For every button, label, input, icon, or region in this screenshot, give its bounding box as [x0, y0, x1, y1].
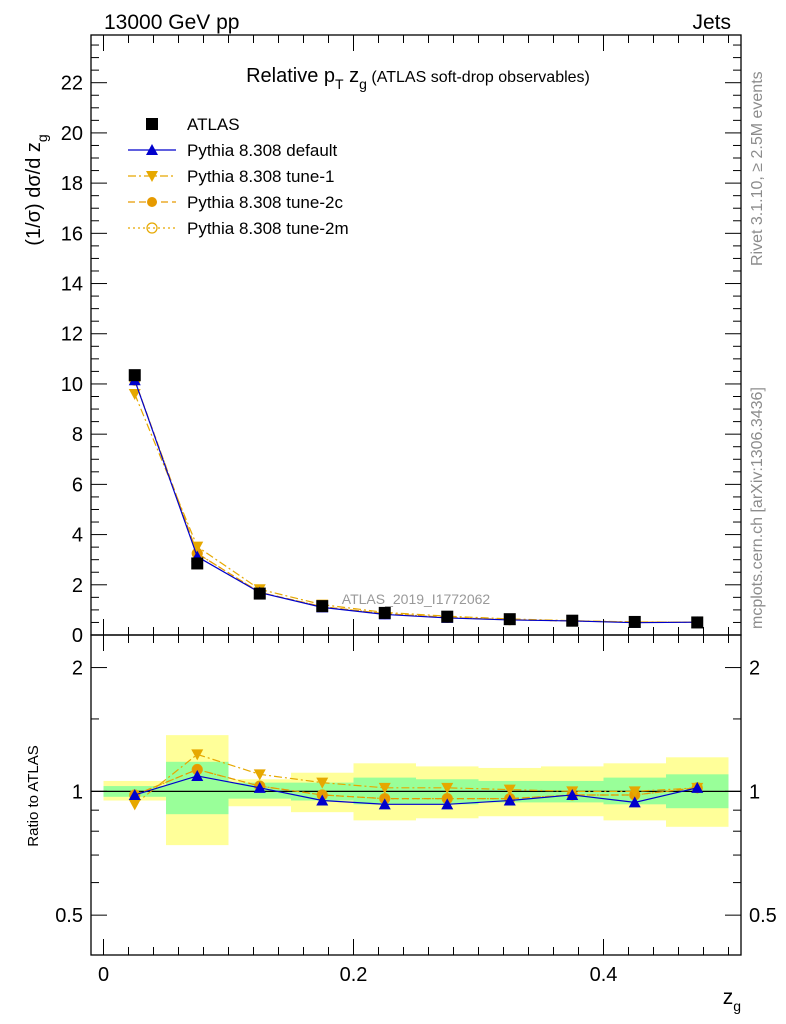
title-sub: T: [335, 76, 344, 92]
data-point: [691, 616, 704, 629]
legend-marker: [146, 118, 158, 130]
ratio-point: [253, 781, 266, 793]
ratio-point: [566, 788, 579, 800]
legend-marker: [146, 222, 158, 234]
series-line: [134, 379, 698, 623]
series-line: [134, 379, 698, 624]
data-point: [316, 600, 329, 613]
y-tick-label: 20: [61, 123, 83, 145]
y-axis-label-main: (1/σ) dσ/d z: [23, 142, 45, 246]
ratio-y-tick-label-right: 0.5: [749, 905, 777, 927]
ratio-point: [628, 796, 641, 808]
ratio-point: [128, 799, 141, 811]
y-tick-label: 2: [72, 575, 83, 597]
ratio-point: [192, 764, 203, 775]
legend-label: Pythia 8.308 tune-1: [187, 167, 334, 186]
data-point: [503, 613, 516, 626]
legend-marker: [146, 171, 158, 182]
ratio-y-label: Ratio to ATLAS: [25, 745, 42, 846]
ratio-point: [503, 784, 516, 796]
x-tick-label: 0: [98, 964, 109, 986]
x-axis-label-sub: g: [733, 998, 741, 1014]
ratio-series-line: [134, 775, 698, 805]
mcplots-label: mcplots.cern.ch [arXiv:1306.3436]: [749, 387, 766, 629]
ratio-panel: 0.5 0.5 1 1 2 2 0 0.2 0.4 Ratio to ATLAS zg: [25, 634, 777, 1014]
y-tick-label: 6: [72, 474, 83, 496]
y-tick-label: 10: [61, 374, 83, 396]
ratio-point: [441, 782, 454, 794]
ratio-series-line: [134, 768, 698, 800]
legend-label: ATLAS: [187, 115, 240, 134]
y-tick-label: 8: [72, 424, 83, 446]
ratio-point: [191, 769, 204, 781]
y-tick-label: 18: [61, 173, 83, 195]
rivet-label: Rivet 3.1.10, ≥ 2.5M events: [749, 71, 766, 266]
watermark: ATLAS_2019_I1772062: [342, 591, 491, 607]
ratio-y-tick-label: 2: [72, 658, 83, 680]
ratio-y-tick-label-right: 2: [749, 658, 760, 680]
y-axis-label-sub: g: [34, 134, 50, 142]
y-tick-label: 12: [61, 324, 83, 346]
title-part: (ATLAS soft-drop observables): [367, 69, 590, 86]
ratio-point: [691, 781, 704, 793]
y-tick-label: 0: [72, 625, 83, 647]
ratio-y-tick-label: 0.5: [55, 905, 83, 927]
ratio-frame: [90, 634, 742, 956]
ratio-point: [628, 786, 641, 798]
legend-marker: [146, 144, 158, 155]
data-point: [191, 557, 204, 570]
ratio-series-line: [134, 753, 698, 805]
legend-label: Pythia 8.308 tune-2m: [187, 219, 349, 238]
legend: ATLAS Pythia 8.308 default Pythia 8.308 tu…: [128, 115, 349, 238]
legend-marker: [147, 197, 157, 207]
ratio-point: [503, 794, 516, 806]
legend-label: Pythia 8.308 tune-2c: [187, 193, 343, 212]
y-tick-label: 22: [61, 73, 83, 95]
ratio-point: [378, 782, 391, 794]
title-part: Relative p: [246, 65, 335, 87]
ratio-y-tick-label: 1: [72, 781, 83, 803]
x-tick-label: 0.2: [340, 964, 368, 986]
y-tick-label: 14: [61, 274, 83, 296]
data-point: [191, 541, 204, 553]
y-axis-label: (1/σ) dσ/d zg: [23, 134, 50, 245]
legend-label: Pythia 8.308 default: [187, 141, 338, 160]
x-tick-label: 0.4: [590, 964, 618, 986]
data-point: [441, 610, 454, 623]
y-tick-label: 16: [61, 223, 83, 245]
data-point: [628, 615, 641, 628]
series-line: [134, 393, 698, 623]
y-tick-label: 4: [72, 525, 83, 547]
header-right: Jets: [692, 11, 731, 34]
title-part: z: [344, 65, 360, 87]
data-point: [128, 369, 141, 382]
data-point: [253, 587, 266, 600]
data-point: [128, 388, 141, 400]
ratio-point: [378, 798, 391, 810]
ratio-point: [128, 788, 141, 800]
ratio-point: [316, 794, 329, 806]
x-axis-label: zg: [723, 986, 741, 1014]
ratio-point: [253, 769, 266, 781]
ratio-point: [191, 749, 204, 761]
ratio-point: [441, 798, 454, 810]
data-point: [378, 606, 391, 619]
title-sub: g: [359, 76, 367, 92]
chart-title: Relative pT zg (ATLAS soft-drop observab…: [246, 65, 590, 92]
data-point: [566, 614, 579, 627]
ratio-y-tick-label-right: 1: [749, 781, 760, 803]
header-left: 13000 GeV pp: [104, 11, 239, 34]
series-line: [134, 379, 698, 623]
x-axis-label-main: z: [723, 986, 734, 1009]
ratio-point: [316, 777, 329, 789]
